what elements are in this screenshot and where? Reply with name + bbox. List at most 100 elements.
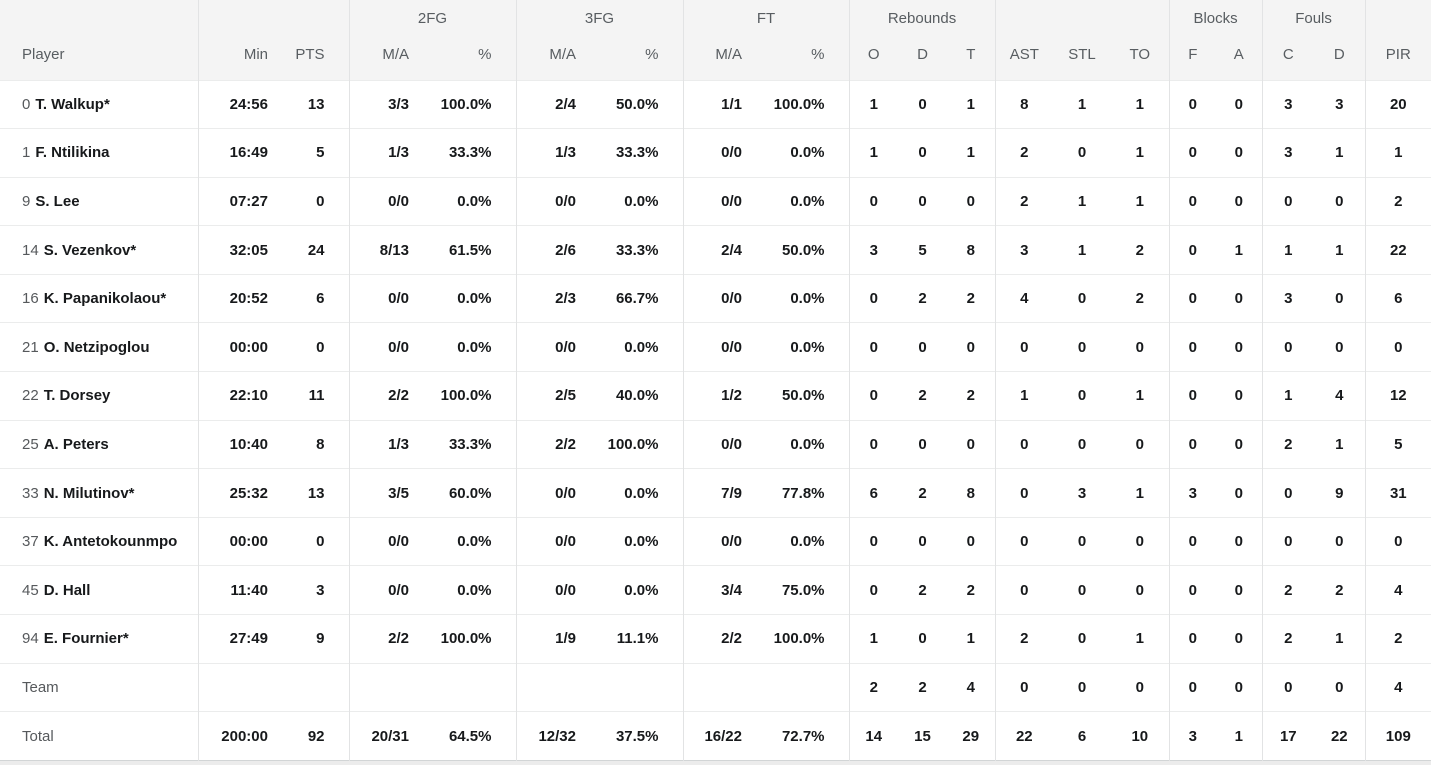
stat-cell: 1 (849, 614, 899, 664)
table-row: 94 E. Fournier* 27:49 9 2/2 100.0% 1/9 11… (0, 614, 1431, 664)
table-row: 22 T. Dorsey 22:10 11 2/2 100.0% 2/5 40.0… (0, 371, 1431, 421)
col-header-ast: AST (995, 30, 1054, 80)
stat-cell: 2/2 (349, 371, 433, 421)
stat-cell: 13 (292, 79, 350, 129)
stat-cell: 1 (995, 371, 1054, 421)
table-row: 9 S. Lee 07:27 0 0/0 0.0% 0/0 0.0% 0/0 0.… (0, 176, 1431, 226)
stat-cell: 2/3 (516, 273, 600, 323)
header-spacer-pir (1365, 0, 1431, 30)
player-cell: 14 S. Vezenkov* (0, 225, 199, 275)
stat-cell: 2 (1365, 614, 1431, 664)
stat-cell: 0 (995, 662, 1054, 712)
stat-cell: 0 (1262, 662, 1315, 712)
stat-cell: 0/0 (349, 176, 433, 226)
stat-cell: 8 (947, 225, 996, 275)
stat-cell: 0 (1169, 565, 1217, 615)
stat-cell: 61.5% (433, 225, 517, 275)
col-header-fouls-c: C (1262, 30, 1315, 80)
stat-cell: 2 (1314, 565, 1366, 615)
stat-cell: 3/4 (683, 565, 766, 615)
stat-cell: 0.0% (600, 176, 684, 226)
stat-cell: 0 (1053, 565, 1112, 615)
stat-cell: 50.0% (766, 225, 850, 275)
stat-cell: 0.0% (600, 468, 684, 518)
stat-cell: 0 (1169, 614, 1217, 664)
stat-cell: 1 (1262, 225, 1315, 275)
stat-cell: 4 (1314, 371, 1366, 421)
stat-cell: 1/3 (349, 419, 433, 469)
stat-cell: 0.0% (766, 322, 850, 372)
stat-cell: 0/0 (349, 273, 433, 323)
stat-cell: 0 (1314, 662, 1366, 712)
player-name: S. Lee (35, 192, 80, 210)
stat-cell: 3 (1314, 79, 1366, 129)
stat-cell: 0 (898, 419, 948, 469)
stat-cell: 2 (1262, 614, 1315, 664)
stat-cell: 8 (292, 419, 350, 469)
header-group-fouls: Fouls (1262, 0, 1366, 30)
stat-cell: 0 (1365, 516, 1431, 566)
stat-cell: 0 (849, 371, 899, 421)
stat-cell: 200:00 (198, 711, 292, 761)
header-group-row: 2FG 3FG FT Rebounds Blocks Fouls (0, 0, 1431, 30)
stat-cell: 2 (947, 371, 996, 421)
player-cell: 9 S. Lee (0, 176, 199, 226)
stat-cell: 33.3% (433, 419, 517, 469)
stat-cell: 1 (1262, 371, 1315, 421)
stat-cell: 0 (1216, 371, 1263, 421)
stat-cell: 0.0% (433, 176, 517, 226)
stat-cell: 2 (1365, 176, 1431, 226)
player-name: D. Hall (43, 581, 91, 599)
stat-cell: 2/4 (683, 225, 766, 275)
stat-cell: 0 (849, 419, 899, 469)
stat-cell: 2 (1111, 225, 1170, 275)
stat-cell: 66.7% (600, 273, 684, 323)
stat-cell: 0/0 (516, 516, 600, 566)
col-header-min: Min (198, 30, 292, 80)
stat-cell: 0.0% (433, 516, 517, 566)
stat-cell: 0 (898, 176, 948, 226)
col-header-reb-d: D (898, 30, 948, 80)
stat-cell: 0.0% (600, 516, 684, 566)
stat-cell: 0 (849, 273, 899, 323)
player-cell: 25 A. Peters (0, 419, 199, 469)
stat-cell: 2/4 (516, 79, 600, 129)
stat-cell: 100.0% (433, 79, 517, 129)
stat-cell: 0/0 (683, 273, 766, 323)
stat-cell: 0 (898, 614, 948, 664)
stat-cell: 100.0% (600, 419, 684, 469)
stat-cell: 33.3% (600, 128, 684, 178)
stat-cell: 0 (1169, 516, 1217, 566)
col-header-player: Player (0, 30, 199, 80)
stat-cell: 1 (1111, 371, 1170, 421)
stat-cell: 2 (898, 273, 948, 323)
stat-cell: 1 (1111, 79, 1170, 129)
stat-cell: 0 (1053, 273, 1112, 323)
stat-cell: 0 (1314, 322, 1366, 372)
stat-cell: 1 (1216, 711, 1263, 761)
stat-cell: 0 (1111, 322, 1170, 372)
stat-cell: 0 (1314, 273, 1366, 323)
stat-cell: 0 (1262, 176, 1315, 226)
stat-cell: 0 (1053, 614, 1112, 664)
stat-cell: 3 (1262, 128, 1315, 178)
stat-cell: 0.0% (600, 322, 684, 372)
stat-cell: 3 (1053, 468, 1112, 518)
stat-cell: 0 (1216, 565, 1263, 615)
player-number: 94 (22, 630, 39, 648)
stat-cell: 0/0 (683, 322, 766, 372)
stat-cell: 0 (1216, 79, 1263, 129)
stat-cell: 0.0% (433, 565, 517, 615)
stat-cell: 2 (1262, 419, 1315, 469)
stat-cell: 3 (995, 225, 1054, 275)
stat-cell: 0.0% (433, 322, 517, 372)
stat-cell: 11.1% (600, 614, 684, 664)
player-number: 14 (22, 241, 39, 259)
stat-cell: 9 (1314, 468, 1366, 518)
stat-cell: 1 (849, 79, 899, 129)
stat-cell: 92 (292, 711, 350, 761)
stat-cell: 0 (1169, 176, 1217, 226)
stat-cell: 0.0% (766, 128, 850, 178)
player-name: K. Antetokounmpo (43, 533, 178, 551)
